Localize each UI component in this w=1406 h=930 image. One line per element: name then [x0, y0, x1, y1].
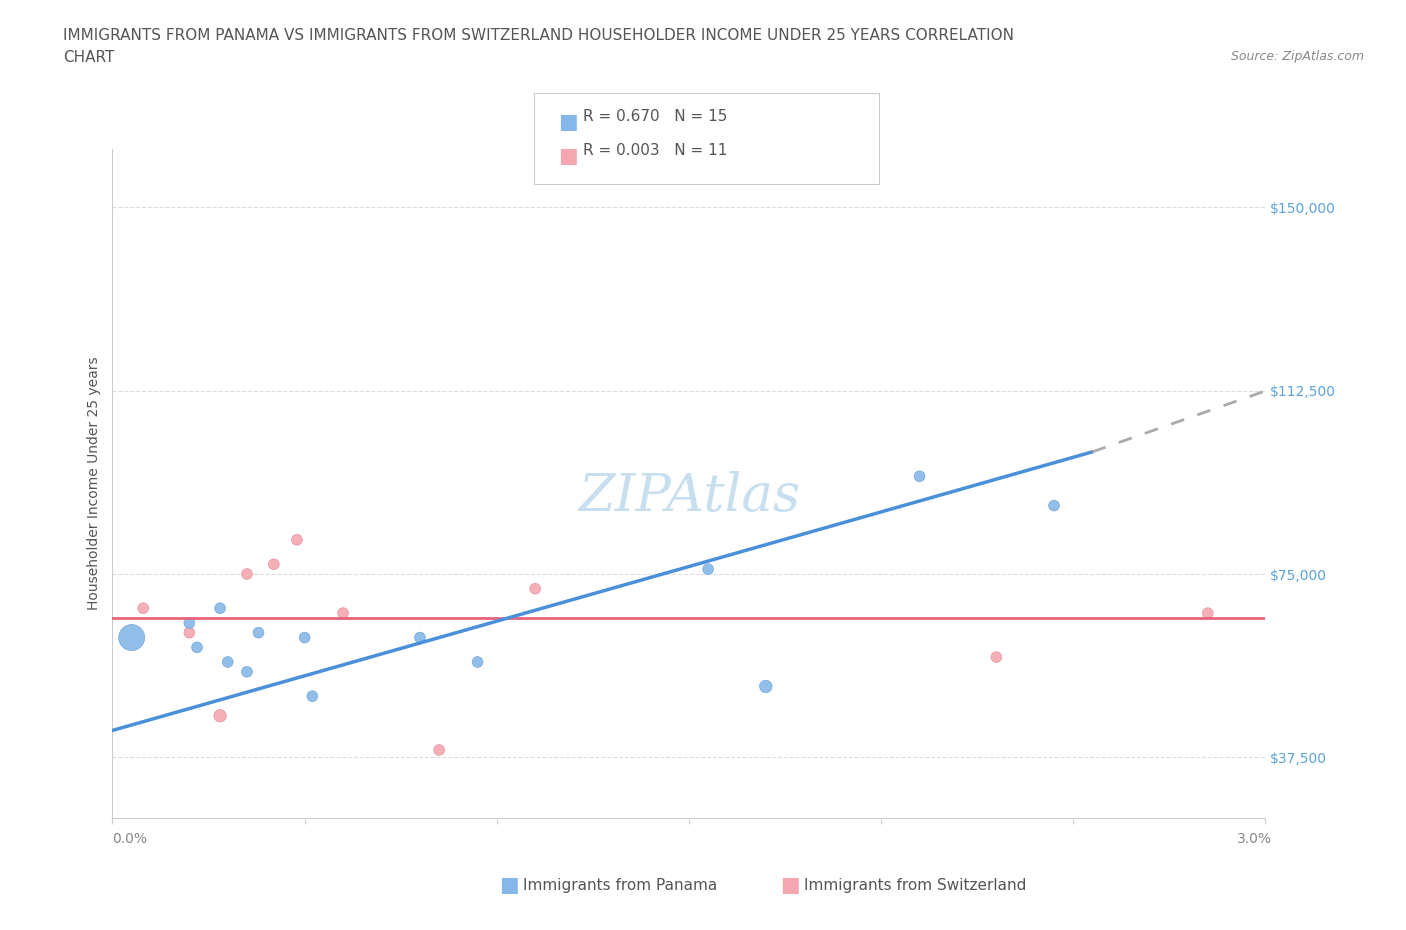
Text: 3.0%: 3.0%: [1237, 831, 1272, 846]
Text: ■: ■: [558, 112, 578, 132]
Text: R = 0.670   N = 15: R = 0.670 N = 15: [583, 109, 728, 124]
Point: [697, 562, 720, 577]
Point: [247, 625, 270, 640]
Text: ■: ■: [558, 146, 578, 166]
Point: [908, 469, 931, 484]
Text: Source: ZipAtlas.com: Source: ZipAtlas.com: [1230, 50, 1364, 63]
Point: [524, 581, 547, 596]
Text: R = 0.003   N = 11: R = 0.003 N = 11: [583, 143, 728, 158]
Text: ■: ■: [499, 875, 519, 896]
Point: [1197, 605, 1219, 620]
Point: [427, 742, 450, 757]
Point: [209, 709, 232, 724]
Text: CHART: CHART: [63, 50, 115, 65]
Point: [186, 640, 208, 655]
Point: [301, 689, 323, 704]
Point: [1043, 498, 1066, 513]
Point: [236, 664, 259, 679]
Point: [294, 631, 316, 645]
Point: [467, 655, 489, 670]
Y-axis label: Householder Income Under 25 years: Householder Income Under 25 years: [87, 357, 101, 610]
Text: Immigrants from Switzerland: Immigrants from Switzerland: [804, 878, 1026, 893]
Point: [755, 679, 778, 694]
Point: [332, 605, 354, 620]
Point: [986, 650, 1008, 665]
Point: [179, 625, 201, 640]
Text: 0.0%: 0.0%: [112, 831, 148, 846]
Point: [285, 532, 308, 547]
Point: [236, 566, 259, 581]
Point: [209, 601, 232, 616]
Point: [132, 601, 155, 616]
Point: [217, 655, 239, 670]
Text: Immigrants from Panama: Immigrants from Panama: [523, 878, 717, 893]
Point: [179, 616, 201, 631]
Point: [121, 631, 143, 645]
Text: IMMIGRANTS FROM PANAMA VS IMMIGRANTS FROM SWITZERLAND HOUSEHOLDER INCOME UNDER 2: IMMIGRANTS FROM PANAMA VS IMMIGRANTS FRO…: [63, 28, 1014, 43]
Text: ZIPAtlas: ZIPAtlas: [578, 472, 800, 523]
Text: ■: ■: [780, 875, 800, 896]
Point: [263, 557, 285, 572]
Point: [409, 631, 432, 645]
